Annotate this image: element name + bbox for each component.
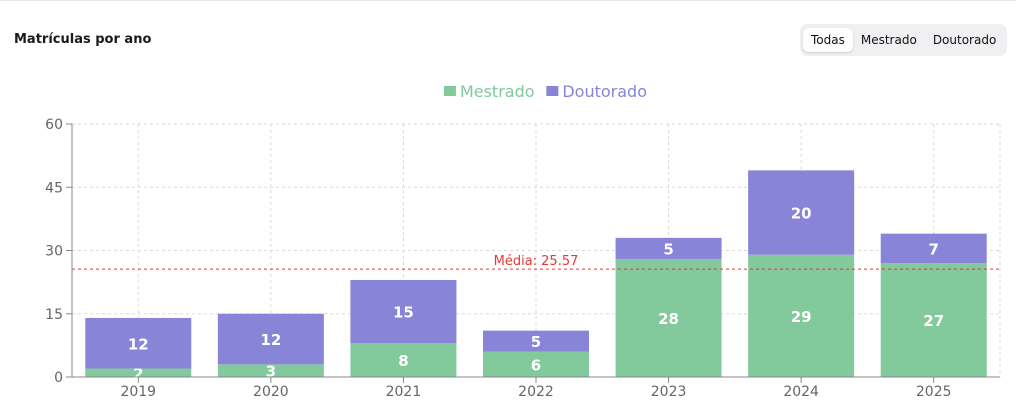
- y-tick-label: 15: [45, 307, 63, 323]
- x-tick-label: 2019: [120, 384, 156, 400]
- data-label: 6: [531, 356, 541, 374]
- bar-doutorado-2021: [350, 280, 457, 344]
- y-tick-label: 45: [45, 180, 63, 196]
- bar-mestrado-2024: [748, 254, 855, 377]
- data-label: 5: [663, 240, 673, 258]
- y-tick-label: 30: [45, 244, 63, 260]
- bar-mestrado-2022: [483, 351, 589, 377]
- bar-mestrado-2019: [85, 368, 192, 377]
- legend-swatch-doutorado: [546, 86, 559, 96]
- x-tick-label: 2024: [783, 384, 819, 400]
- x-tick-label: 2023: [651, 384, 687, 400]
- data-label: 15: [393, 304, 414, 322]
- x-tick-label: 2022: [518, 384, 554, 400]
- data-label: 5: [531, 333, 541, 351]
- filter-segmented-control: Todas Mestrado Doutorado: [800, 24, 1008, 56]
- data-label: 12: [260, 331, 281, 349]
- filter-todas-button[interactable]: Todas: [803, 28, 853, 52]
- data-label: 28: [658, 310, 679, 328]
- top-divider: [0, 0, 1016, 1]
- chart-title: Matrículas por ano: [14, 32, 152, 47]
- filter-mestrado-button[interactable]: Mestrado: [860, 33, 917, 47]
- bar-mestrado-2020: [217, 364, 324, 377]
- legend-label-doutorado: Doutorado: [562, 82, 647, 101]
- data-label: 12: [128, 335, 149, 353]
- y-tick-label: 0: [54, 370, 63, 386]
- bar-doutorado-2024: [748, 170, 855, 255]
- legend-label-mestrado: Mestrado: [460, 82, 535, 101]
- data-label: 20: [791, 205, 812, 223]
- data-label: 27: [923, 312, 944, 330]
- bar-doutorado-2019: [85, 317, 192, 369]
- data-label: 3: [266, 363, 276, 381]
- bar-mestrado-2025: [880, 263, 987, 377]
- mean-reference-label: Média: 25.57: [494, 254, 579, 269]
- data-label: 2: [133, 365, 143, 383]
- y-tick-label: 60: [45, 117, 63, 133]
- filter-doutorado-button[interactable]: Doutorado: [932, 33, 997, 47]
- data-label: 7: [928, 240, 938, 258]
- x-tick-label: 2021: [386, 384, 422, 400]
- bar-mestrado-2021: [350, 343, 457, 377]
- bar-mestrado-2023: [615, 258, 722, 377]
- data-label: 29: [791, 308, 812, 326]
- bar-doutorado-2023: [615, 237, 722, 259]
- x-tick-label: 2020: [253, 384, 289, 400]
- bar-doutorado-2022: [483, 330, 589, 352]
- legend-swatch-mestrado: [443, 86, 456, 96]
- data-label: 8: [398, 352, 408, 370]
- x-tick-label: 2025: [916, 384, 952, 400]
- bar-doutorado-2020: [217, 313, 324, 365]
- bar-doutorado-2025: [880, 233, 987, 264]
